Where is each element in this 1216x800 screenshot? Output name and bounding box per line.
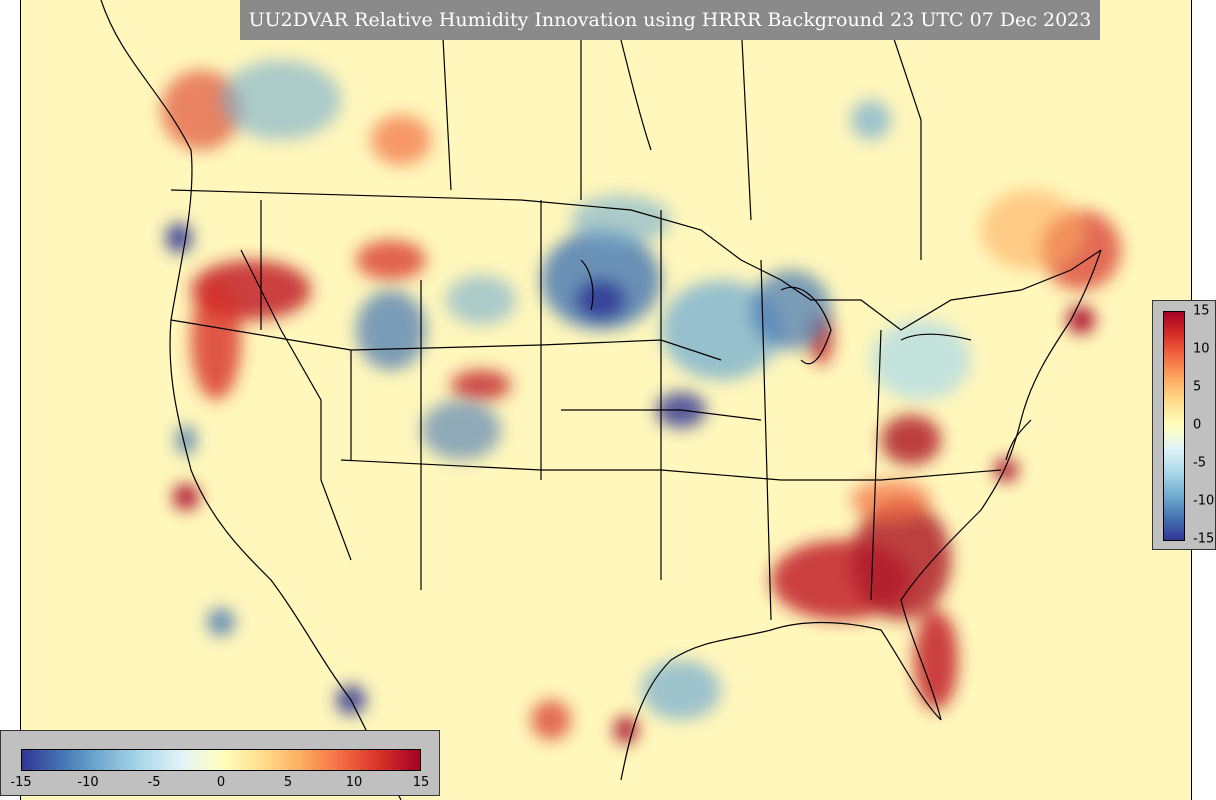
colorbar-bottom-tick: -5 xyxy=(147,775,161,790)
colorbar-bottom-tick: 15 xyxy=(412,775,430,790)
colorbar-right-tick: 5 xyxy=(1193,379,1202,395)
negative-innovation-areas xyxy=(166,60,971,720)
colorbar-bottom-tick: 0 xyxy=(216,775,226,790)
colorbar-bottom-tick: -10 xyxy=(77,775,99,790)
colorbar-right-gradient xyxy=(1163,311,1185,541)
colorbar-right-tick: -10 xyxy=(1193,493,1215,509)
colorbar-right-tick: -15 xyxy=(1193,531,1215,547)
map-canvas xyxy=(20,0,1192,800)
positive-innovation-areas xyxy=(161,70,1121,744)
colorbar-bottom-tick: -15 xyxy=(10,775,32,790)
coastlines-and-borders xyxy=(100,0,1102,800)
humidity-innovation-field xyxy=(21,0,1191,800)
colorbar-right-tick: 0 xyxy=(1193,417,1202,433)
colorbar-right-tick: 10 xyxy=(1193,341,1210,357)
colorbar-bottom-gradient xyxy=(21,749,421,771)
colorbar-bottom-tick: 5 xyxy=(283,775,293,790)
colorbar-right-tick: 15 xyxy=(1193,303,1210,319)
colorbar-right: 15 10 5 0 -5 -10 -15 xyxy=(1152,300,1216,550)
colorbar-bottom-tick: 10 xyxy=(345,775,363,790)
map-title: UU2DVAR Relative Humidity Innovation usi… xyxy=(240,0,1100,40)
colorbar-bottom: -15 -10 -5 0 5 10 15 xyxy=(0,730,440,796)
colorbar-right-tick: -5 xyxy=(1193,455,1206,471)
